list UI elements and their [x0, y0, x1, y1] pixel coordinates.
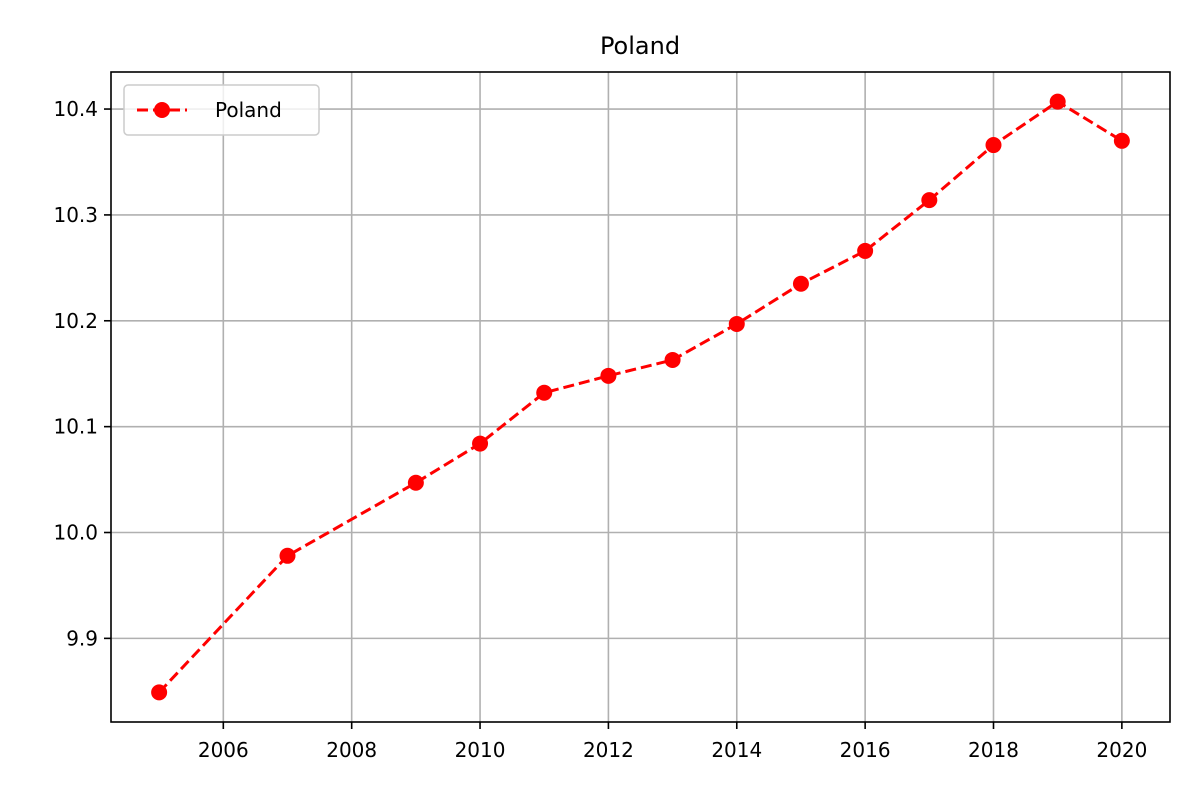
data-point [279, 547, 296, 564]
data-point [600, 367, 617, 384]
grid-lines [111, 72, 1170, 722]
legend: Poland [123, 84, 320, 136]
data-point [985, 137, 1002, 154]
y-tick-label: 9.9 [66, 626, 98, 650]
x-tick-label: 2006 [198, 738, 249, 762]
data-point [1113, 132, 1130, 149]
x-tick-label: 2008 [326, 738, 377, 762]
y-tick-label: 10.2 [53, 309, 98, 333]
data-point [921, 192, 938, 209]
y-tick-label: 10.1 [53, 415, 98, 439]
data-point [536, 384, 553, 401]
legend-label: Poland [215, 98, 282, 122]
x-tick-label: 2018 [968, 738, 1019, 762]
y-tick-label: 10.3 [53, 203, 98, 227]
legend-box [123, 84, 320, 136]
chart-title: Poland [600, 32, 680, 60]
y-tick-label: 10.0 [53, 521, 98, 545]
x-tick-label: 2020 [1096, 738, 1147, 762]
data-point [472, 435, 489, 452]
x-tick-label: 2012 [583, 738, 634, 762]
y-tick-label: 10.4 [53, 97, 98, 121]
data-point [728, 315, 745, 332]
series-line-0 [158, 99, 1123, 694]
data-point [664, 351, 681, 368]
series-layer [151, 93, 1130, 701]
x-tick-label: 2010 [455, 738, 506, 762]
data-point [407, 474, 424, 491]
data-point [857, 242, 874, 259]
data-point [151, 684, 168, 701]
data-point [792, 275, 809, 292]
axes: 2006 2008 2010 2012 2014 2016 2018 2020 9.9 10.0 1… [53, 71, 1171, 762]
legend-marker [154, 102, 170, 118]
x-tick-label: 2016 [840, 738, 891, 762]
plot-frame [110, 71, 1171, 723]
x-tick-label: 2014 [711, 738, 762, 762]
data-point [1049, 93, 1066, 110]
